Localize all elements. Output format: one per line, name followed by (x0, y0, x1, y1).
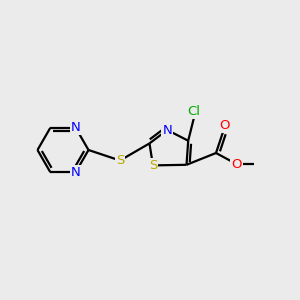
Text: S: S (116, 154, 124, 167)
Text: S: S (149, 159, 157, 172)
Text: Cl: Cl (188, 105, 201, 118)
Text: N: N (71, 166, 81, 178)
Text: N: N (162, 124, 172, 136)
Text: N: N (71, 122, 81, 134)
Text: O: O (232, 158, 242, 171)
Text: O: O (220, 118, 230, 132)
